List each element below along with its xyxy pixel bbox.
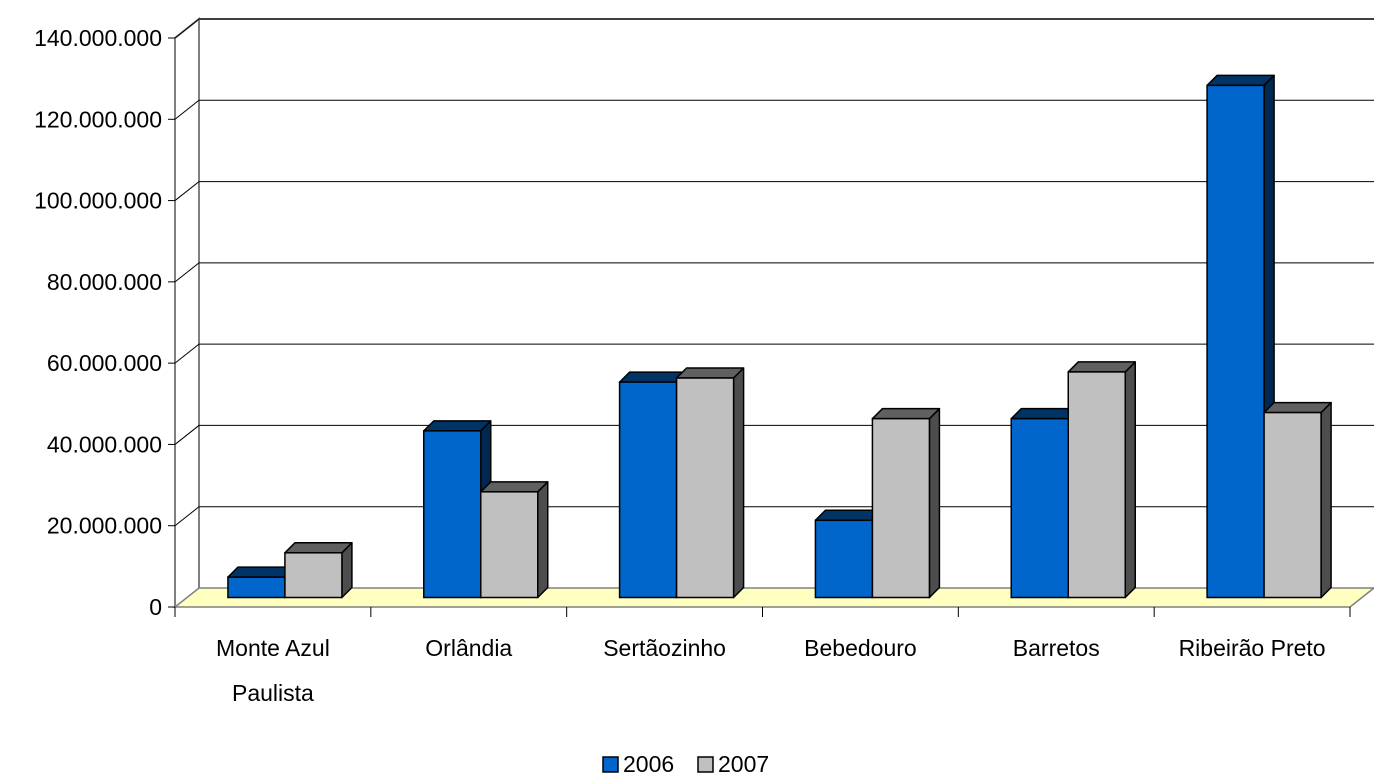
legend-swatch [602, 756, 619, 773]
y-tick-label: 0 [149, 594, 162, 620]
bar-top [871, 407, 941, 420]
bars-layer [227, 74, 1332, 599]
bar-front [1206, 84, 1265, 599]
bar-side [537, 481, 549, 599]
x-category-label: Monte Azul Paulista [216, 635, 330, 706]
gridlines-layer [174, 18, 1374, 527]
gridline [174, 506, 1374, 527]
legend-item-2006: 2006 [602, 751, 674, 777]
bar-side [1124, 361, 1136, 599]
x-category-label: Ribeirão Preto [1179, 635, 1326, 661]
legend-item-2007: 2007 [697, 751, 769, 777]
x-category-line: Barretos [1013, 635, 1100, 661]
x-category-line: Sertãozinho [603, 635, 726, 661]
bar-front [814, 519, 874, 599]
bar-2007-5 [1263, 401, 1332, 599]
bar-side [732, 367, 745, 599]
bar-front [675, 377, 735, 599]
bar-front [284, 552, 343, 599]
legend-label: 2007 [718, 751, 769, 777]
legend-label: 2006 [623, 751, 674, 777]
y-tick-label: 140.000.000 [34, 25, 162, 51]
axes-layer [168, 37, 1351, 617]
bar-2006-5 [1206, 74, 1275, 599]
x-category-label: Bebedouro [804, 635, 917, 661]
bar-front [480, 491, 539, 599]
bar-top [675, 367, 745, 379]
y-tick-labels: 0 20.000.000 40.000.000 60.000.000 80.000.00… [34, 25, 162, 620]
bar-front [227, 576, 286, 599]
y-tick-label: 100.000.000 [34, 188, 162, 214]
gridline [174, 343, 1374, 364]
bar-top [480, 481, 549, 493]
bar-2007-2 [675, 367, 745, 599]
x-category-line: Ribeirão Preto [1179, 635, 1326, 661]
x-category-line: Paulista [232, 680, 314, 706]
bar-2007-4 [1067, 361, 1136, 599]
legend-swatch [697, 756, 714, 773]
bar-top [1206, 74, 1275, 87]
gridline [174, 18, 1374, 39]
bar-2007-1 [480, 481, 549, 599]
bar-front [618, 381, 678, 599]
side-wall [174, 16, 200, 607]
y-tick-label: 80.000.000 [47, 269, 162, 295]
bar-top [1067, 361, 1136, 373]
x-category-labels: Monte Azul Paulista Orlândia Sertãozinho Beb… [216, 635, 1326, 706]
bar-front [1263, 411, 1322, 599]
bar-2007-3 [871, 407, 941, 599]
x-category-line: Bebedouro [804, 635, 917, 661]
x-category-label: Orlândia [425, 635, 512, 661]
bar-side [1320, 401, 1332, 599]
chart-walls-layer [174, 16, 1374, 607]
x-category-label: Sertãozinho [603, 635, 726, 661]
bar-top [284, 542, 353, 554]
y-tick-label: 60.000.000 [47, 350, 162, 376]
chart-floor-layer [172, 587, 1374, 608]
bar-front [871, 417, 931, 599]
legend: 2006 2007 [602, 751, 769, 777]
bar-top [1263, 401, 1332, 414]
x-category-line: Orlândia [425, 635, 512, 661]
bar-2007-0 [284, 542, 353, 599]
gridline [174, 424, 1374, 445]
bar-side [928, 407, 941, 599]
gridline [174, 99, 1374, 120]
bar-front [423, 430, 482, 599]
x-category-line: Monte Azul [216, 635, 330, 661]
gridline [174, 262, 1374, 283]
y-tick-label: 40.000.000 [47, 431, 162, 457]
bar-top [423, 420, 492, 432]
bar-front [1010, 417, 1069, 599]
bar-front [1067, 371, 1126, 599]
y-tick-label: 20.000.000 [47, 513, 162, 539]
chart-floor [172, 587, 1374, 608]
y-tick-label: 120.000.000 [34, 106, 162, 132]
x-category-label: Barretos [1013, 635, 1100, 661]
gridline [174, 181, 1374, 201]
